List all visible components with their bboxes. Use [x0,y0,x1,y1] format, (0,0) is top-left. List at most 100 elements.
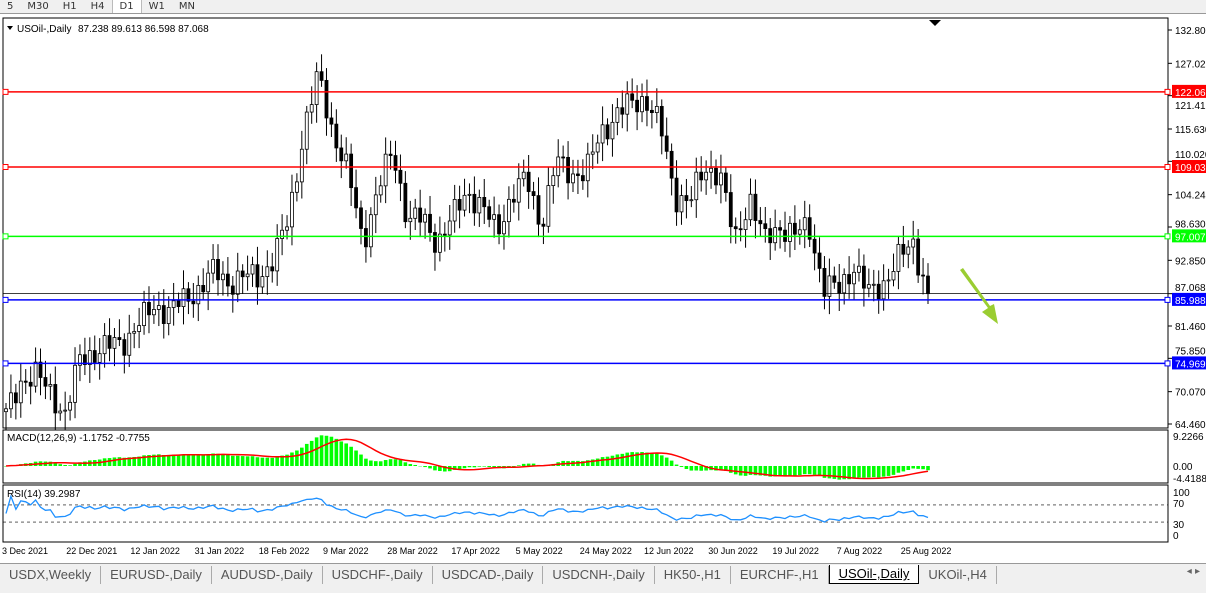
macd-histogram-bar [679,466,684,467]
chart-tab[interactable]: USDCHF-,Daily [323,565,433,584]
bull-candle [477,197,482,214]
price-tick-label: 81.460 [1175,322,1206,333]
macd-histogram-bar [768,466,773,477]
macd-histogram-bar [862,466,866,478]
line-handle [1164,296,1171,303]
macd-histogram-bar [270,457,275,466]
bear-candle [38,361,43,378]
bull-candle [437,233,442,253]
bull-candle [137,325,142,332]
macd-histogram-bar [112,457,117,466]
price-label: 122.066 [1175,88,1206,99]
date-tick-label: 3 Dec 2021 [2,546,48,556]
bear-candle [536,195,541,225]
bear-candle [354,187,358,209]
date-tick-label: 18 Feb 2022 [259,546,310,556]
timeframe-H1[interactable]: H1 [62,1,77,12]
bull-candle [250,264,255,275]
macd-histogram-bar [265,457,270,466]
macd-histogram-bar [640,452,644,466]
bear-candle [733,226,738,230]
macd-histogram-bar [684,466,689,470]
macd-histogram-bar [457,466,462,470]
bull-candle [896,243,901,272]
chart-tab[interactable]: EURUSD-,Daily [101,565,212,584]
bull-candle [694,171,699,201]
bear-candle [428,213,432,233]
macd-axis-label: -4.4188 [1173,474,1206,485]
macd-histogram-bar [290,452,294,466]
bull-candle [590,151,595,155]
rsi-axis-label: 100 [1173,488,1190,499]
macd-histogram-bar [655,453,659,466]
bull-candle [166,307,171,324]
timeframe-W1[interactable]: W1 [148,1,165,12]
chart-tab[interactable]: USOil-,Daily [828,565,920,584]
chart-tab[interactable]: HK50-,H1 [655,565,731,584]
macd-histogram-bar [467,466,472,468]
bear-candle [28,381,33,387]
macd-histogram-bar [226,454,230,466]
price-label-box [1172,160,1206,174]
macd-histogram-bar [817,466,822,476]
bear-candle [862,265,866,289]
bear-candle [901,243,906,255]
bull-candle [378,185,383,196]
bull-candle [314,71,319,106]
macd-histogram-bar [516,465,521,466]
price-tick-label: 104.240 [1175,191,1206,202]
macd-histogram-bar [295,450,299,466]
bear-candle [758,220,763,225]
timeframe-H4[interactable]: H4 [90,1,105,12]
macd-histogram-bar [921,466,925,470]
timeframe-5[interactable]: 5 [7,1,14,12]
macd-histogram-bar [600,457,605,466]
macd-histogram-bar [926,466,930,471]
bear-candle [191,300,196,305]
macd-histogram-bar [147,455,151,466]
bear-candle [398,169,403,184]
macd-histogram-bar [492,466,496,468]
macd-histogram-bar [605,456,610,466]
macd-histogram-bar [438,466,442,472]
timeframe-D1[interactable]: D1 [111,0,142,13]
macd-histogram-bar [364,458,368,466]
bull-candle [852,271,856,285]
macd-histogram-bar [896,466,901,473]
macd-histogram-bar [886,466,891,476]
bear-candle [807,217,812,240]
chart-tab[interactable]: USDX,Weekly [0,565,102,584]
chart-tab[interactable]: USDCNH-,Daily [543,565,655,584]
bear-candle [753,193,758,221]
date-tick-label: 22 Dec 2021 [66,546,117,556]
line-handle [1164,360,1171,367]
rsi-axis-label: 70 [1173,499,1185,510]
macd-histogram-bar [590,459,595,466]
chart-tab[interactable]: EURCHF-,H1 [731,565,829,584]
macd-histogram-bar [783,466,787,477]
timeframe-M30[interactable]: M30 [27,1,49,12]
timeframe-MN[interactable]: MN [178,1,195,12]
bear-candle [822,267,827,297]
bear-candle [117,337,122,341]
macd-histogram-bar [408,464,413,466]
chart-tab[interactable]: USDCAD-,Daily [433,565,544,584]
bull-candle [290,191,294,228]
macd-histogram-bar [166,454,171,466]
tab-scroll-arrows[interactable]: ◂ ▸ [1186,566,1200,577]
chart-tab[interactable]: AUDUSD-,Daily [212,565,323,584]
bear-candle [832,275,837,283]
macd-label: MACD(12,26,9) -1.1752 -0.7755 [7,433,150,444]
price-tick-label: 132.800 [1175,26,1206,37]
macd-histogram-bar [235,455,240,466]
macd-histogram-bar [659,455,664,466]
date-tick-label: 30 Jun 2022 [708,546,758,556]
line-handle [2,360,9,367]
bull-candle [285,226,289,231]
bull-candle [871,283,876,286]
chart-tab[interactable]: UKOil-,H4 [919,565,997,584]
chart-canvas[interactable]: 132.800 127.020 121.410 115.630 110.020 104.2… [0,0,1206,563]
bull-candle [152,309,156,316]
macd-histogram-bar [916,466,920,469]
bull-candle [127,332,132,356]
